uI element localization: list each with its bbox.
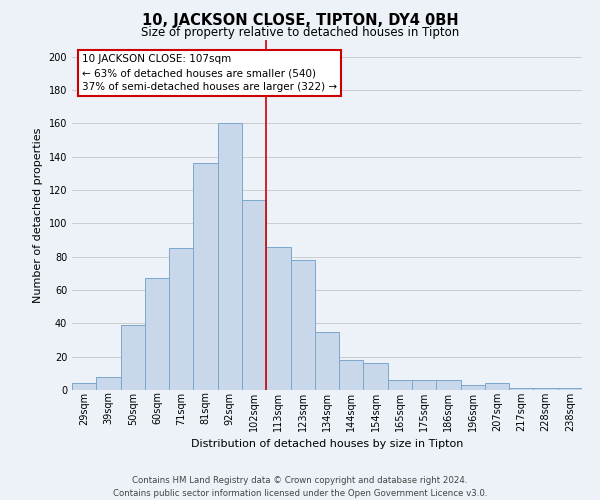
- Bar: [436, 380, 461, 390]
- Bar: [509, 388, 533, 390]
- Text: 10 JACKSON CLOSE: 107sqm
← 63% of detached houses are smaller (540)
37% of semi-: 10 JACKSON CLOSE: 107sqm ← 63% of detach…: [82, 54, 337, 92]
- Bar: [242, 200, 266, 390]
- Bar: [364, 364, 388, 390]
- Bar: [461, 385, 485, 390]
- Bar: [218, 124, 242, 390]
- Bar: [339, 360, 364, 390]
- Text: 10, JACKSON CLOSE, TIPTON, DY4 0BH: 10, JACKSON CLOSE, TIPTON, DY4 0BH: [142, 12, 458, 28]
- Bar: [193, 164, 218, 390]
- X-axis label: Distribution of detached houses by size in Tipton: Distribution of detached houses by size …: [191, 439, 463, 449]
- Bar: [290, 260, 315, 390]
- Bar: [388, 380, 412, 390]
- Bar: [485, 384, 509, 390]
- Text: Contains HM Land Registry data © Crown copyright and database right 2024.
Contai: Contains HM Land Registry data © Crown c…: [113, 476, 487, 498]
- Bar: [412, 380, 436, 390]
- Text: Size of property relative to detached houses in Tipton: Size of property relative to detached ho…: [141, 26, 459, 39]
- Y-axis label: Number of detached properties: Number of detached properties: [33, 128, 43, 302]
- Bar: [145, 278, 169, 390]
- Bar: [72, 384, 96, 390]
- Bar: [121, 325, 145, 390]
- Bar: [315, 332, 339, 390]
- Bar: [558, 388, 582, 390]
- Bar: [266, 246, 290, 390]
- Bar: [533, 388, 558, 390]
- Bar: [96, 376, 121, 390]
- Bar: [169, 248, 193, 390]
